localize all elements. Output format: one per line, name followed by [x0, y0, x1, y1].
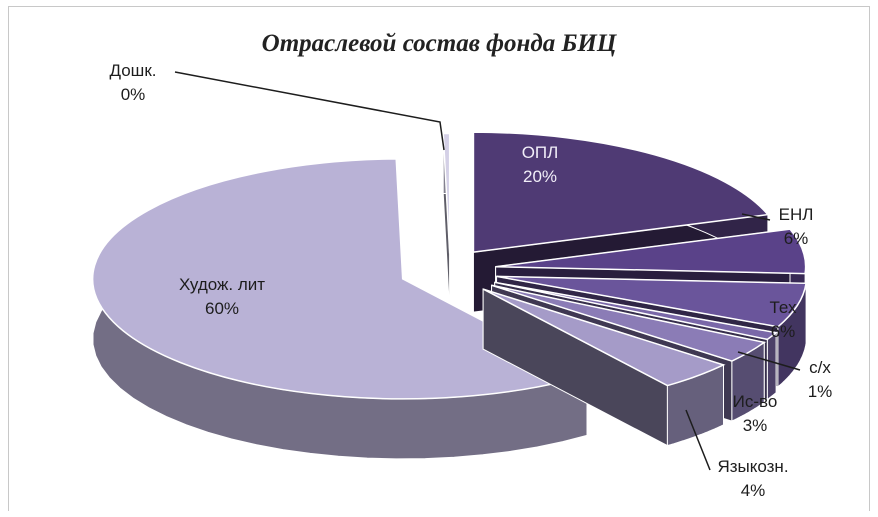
leader-line-doshk	[174, 71, 445, 151]
frame-border-right	[869, 6, 870, 511]
chart-title: Отраслевой состав фонда БИЦ	[261, 30, 617, 57]
slice-label-tekh: Тех	[769, 298, 797, 317]
slice-value-s-kh: 1%	[808, 382, 833, 401]
slice-label-enl: ЕНЛ	[779, 205, 814, 224]
pie-slice-doshk	[442, 132, 451, 314]
frame-border-top	[8, 6, 870, 7]
slice-label-doshk: Дошк.	[110, 61, 157, 80]
slice-label-is-vo: Ис-во	[733, 392, 778, 411]
slice-value-enl: 6%	[784, 229, 809, 248]
slice-label-yazykozn: Языкозн.	[717, 457, 788, 476]
slice-value-tekh: 6%	[771, 322, 796, 341]
slice-value-doshk: 0%	[121, 85, 146, 104]
slice-label-s-kh: с/х	[809, 358, 831, 377]
leader-line-yazykozn	[685, 409, 711, 471]
slice-value-is-vo: 3%	[743, 416, 768, 435]
slice-label-opl: ОПЛ	[522, 143, 559, 162]
pie-slice-khudozh-lit	[91, 158, 589, 460]
frame-border-left	[8, 6, 9, 511]
pie-slice-yazykozn	[482, 288, 726, 447]
leader-line-enl	[741, 213, 771, 221]
leader-line-s-kh	[737, 351, 801, 371]
slice-value-opl: 20%	[523, 167, 557, 186]
slice-value-khudozh-lit: 60%	[205, 299, 239, 318]
slice-value-yazykozn: 4%	[741, 481, 766, 500]
slice-label-khudozh-lit: Худож. лит	[179, 275, 265, 294]
